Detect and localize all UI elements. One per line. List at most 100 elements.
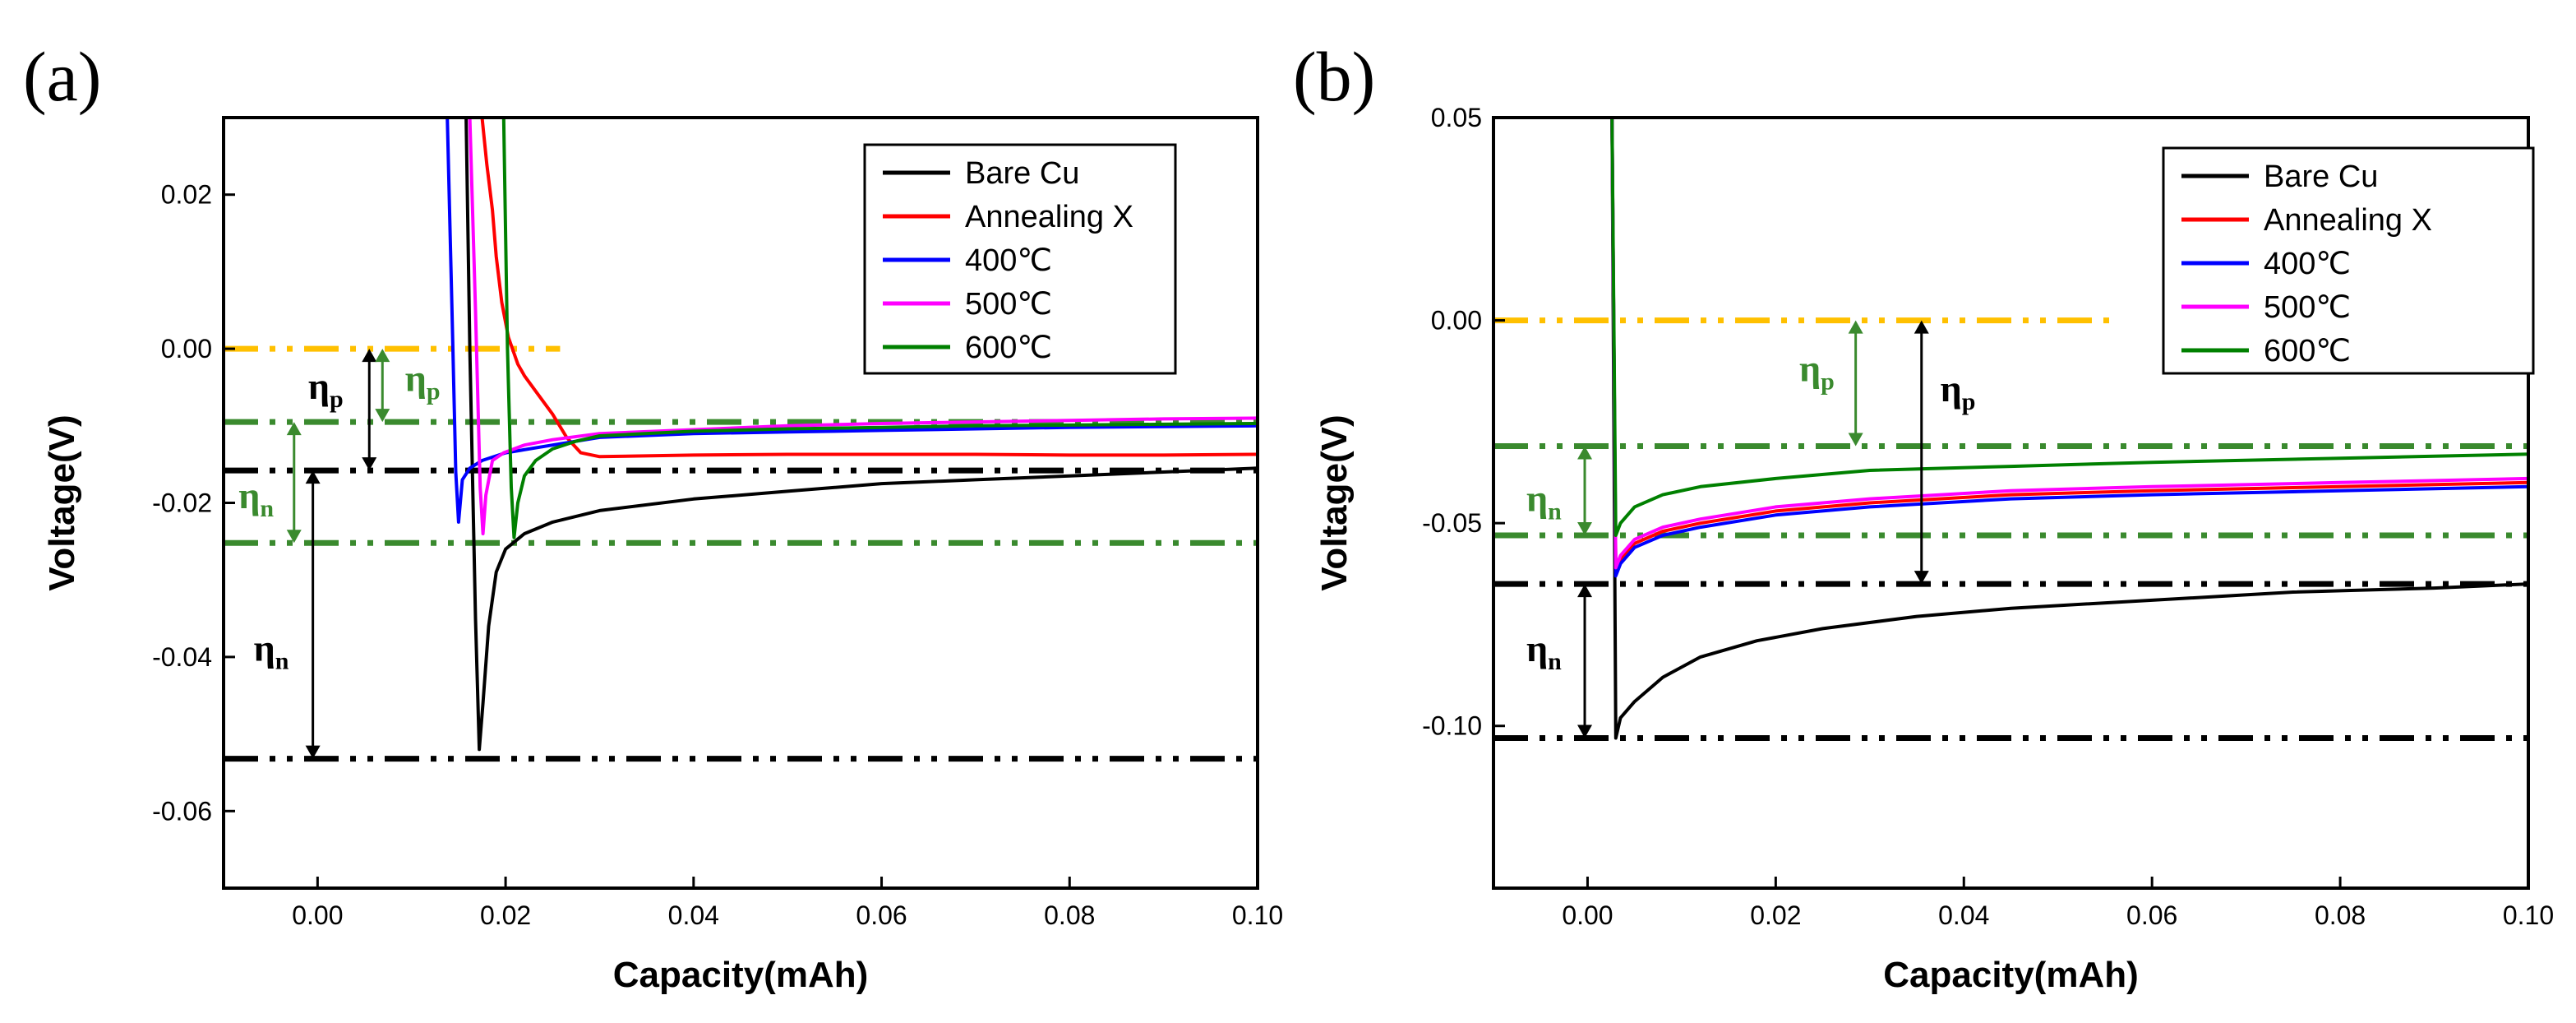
y-tick-label: -0.06 [152, 796, 212, 826]
eta-annotation: ηp [1914, 320, 1976, 585]
eta-subscript: p [427, 378, 441, 405]
eta-symbol: η [1941, 368, 1962, 410]
series-line-500℃ [468, 118, 1258, 535]
series-line-Annealing X [480, 118, 1258, 459]
legend: Bare Cu Annealing X 400℃ 500℃ 600℃ [2162, 146, 2535, 375]
eta-label: ηn [1526, 477, 1562, 525]
eta-symbol: η [1526, 627, 1548, 669]
legend-entry: Bare Cu [965, 156, 1079, 191]
legend-entry: Annealing X [965, 200, 1133, 234]
eta-arrow-head-bottom [286, 530, 302, 544]
eta-label: ηp [405, 358, 441, 405]
y-tick-label: -0.02 [152, 488, 212, 518]
eta-label: ηp [1799, 348, 1835, 396]
y-tick-label: 0.00 [1431, 306, 1482, 336]
chart-panel-a: (a) 0.00 0.02 0.04 0.06 0.08 0.10 0.02 0.00 -0.02… [23, 37, 1283, 995]
y-axis-title: Voltage(V) [1314, 414, 1355, 590]
eta-arrow-head-top [375, 349, 390, 363]
y-tick-label: 0.02 [161, 180, 212, 210]
x-tick-label: 0.04 [668, 900, 719, 930]
x-axis-title: Capacity(mAh) [1883, 955, 2139, 995]
legend: Bare Cu Annealing X 400℃ 500℃ 600℃ [863, 143, 1177, 375]
eta-annotation: ηp [308, 349, 377, 471]
legend-box [2162, 146, 2535, 375]
eta-label: ηp [1941, 368, 1976, 415]
eta-arrow-head-top [305, 470, 321, 484]
chart-panel-b: (b) 0.00 0.02 0.04 0.06 0.08 0.10 0.05 0.00 -0.05… [1293, 37, 2554, 995]
eta-arrow-head-top [286, 422, 302, 436]
y-tick-label: 0.00 [161, 334, 212, 363]
eta-arrow-head-top [362, 349, 377, 363]
x-tick-label: 0.02 [1750, 900, 1801, 930]
eta-subscript: p [1962, 388, 1976, 415]
series-line-500℃ [1610, 118, 2528, 570]
legend-entry: 500℃ [965, 287, 1052, 322]
eta-arrow-head-bottom [1577, 724, 1593, 738]
x-tick-label: 0.10 [1232, 900, 1283, 930]
eta-subscript: p [330, 386, 344, 413]
series-line-Bare Cu [464, 118, 1258, 752]
eta-arrow-head-bottom [362, 457, 377, 471]
y-axis-title: Voltage(V) [42, 414, 82, 590]
eta-annotation: ηn [254, 470, 321, 759]
eta-subscript: n [1548, 498, 1562, 525]
series-line-Bare Cu [1610, 118, 2528, 740]
eta-annotation: ηn [1526, 584, 1593, 738]
eta-subscript: n [275, 648, 289, 675]
eta-symbol: η [254, 627, 275, 669]
eta-symbol: η [308, 365, 330, 407]
y-tick-label: 0.05 [1431, 103, 1482, 132]
eta-arrow-head-top [1577, 446, 1593, 460]
legend-entry: 400℃ [965, 243, 1052, 278]
plot-frame [1492, 116, 2530, 890]
legend-entry: 600℃ [965, 331, 1052, 365]
legend-entry: 500℃ [2264, 290, 2351, 325]
eta-subscript: p [1821, 368, 1835, 396]
reference-lines [1493, 317, 2528, 742]
reference-lines [224, 345, 1258, 762]
eta-label: ηn [238, 474, 274, 522]
x-tick-label: 0.10 [2503, 900, 2554, 930]
eta-label: ηn [254, 627, 289, 675]
x-axis-title: Capacity(mAh) [613, 955, 869, 995]
panel-label: (a) [23, 37, 101, 116]
eta-annotation: ηn [238, 422, 302, 544]
x-tick-label: 0.08 [2315, 900, 2366, 930]
panel-label: (b) [1293, 37, 1375, 116]
y-tick-label: -0.05 [1422, 508, 1482, 538]
legend-entry: Annealing X [2264, 203, 2432, 238]
x-tick-label: 0.00 [292, 900, 343, 930]
legend-entry: 600℃ [2264, 334, 2351, 368]
series-line-400℃ [1610, 118, 2528, 578]
series-group [1610, 118, 2528, 740]
x-tick-label: 0.08 [1044, 900, 1095, 930]
y-tick-label: -0.04 [152, 642, 212, 672]
eta-arrow-head-bottom [1577, 521, 1593, 535]
eta-annotation: ηn [1526, 446, 1593, 535]
series-line-400℃ [445, 118, 1258, 524]
y-tick-label: -0.10 [1422, 711, 1482, 741]
x-tick-label: 0.02 [480, 900, 531, 930]
x-tick-label: 0.06 [856, 900, 907, 930]
x-tick-label: 0.06 [2126, 900, 2177, 930]
eta-arrow-head-bottom [375, 409, 390, 423]
eta-arrow-head-top [1848, 320, 1863, 334]
eta-arrow-head-top [1577, 584, 1593, 598]
eta-symbol: η [1526, 477, 1548, 519]
legend-entry: 400℃ [2264, 247, 2351, 281]
eta-label: ηp [308, 365, 344, 413]
eta-symbol: η [1799, 348, 1821, 390]
x-tick-label: 0.04 [1938, 900, 1989, 930]
eta-arrow-head-bottom [1914, 571, 1929, 585]
eta-subscript: n [1548, 648, 1562, 675]
eta-symbol: η [405, 358, 427, 400]
series-group [445, 118, 1258, 752]
series-line-600℃ [501, 118, 1258, 539]
eta-symbol: η [238, 474, 260, 516]
eta-arrow-head-bottom [305, 745, 321, 759]
eta-annotation: ηp [375, 349, 441, 423]
series-line-600℃ [1610, 118, 2528, 537]
x-tick-label: 0.00 [1562, 900, 1613, 930]
legend-entry: Bare Cu [2264, 160, 2378, 194]
